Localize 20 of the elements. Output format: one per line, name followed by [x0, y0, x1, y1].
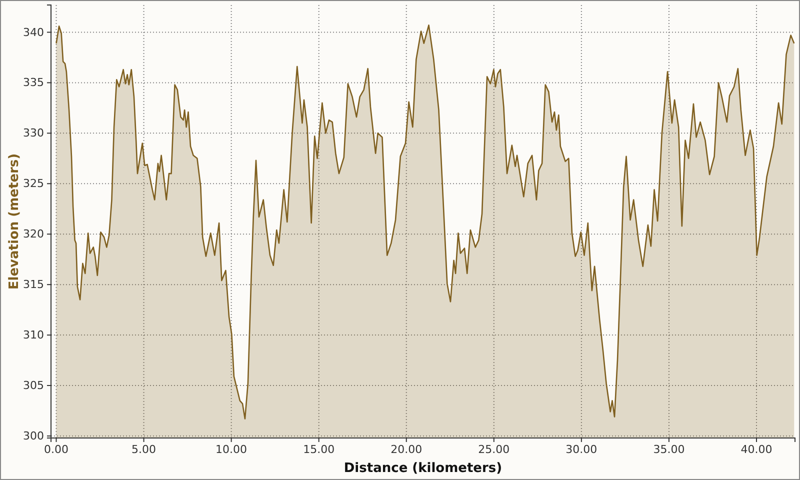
x-tick-label: 20.00	[390, 442, 422, 456]
x-tick-label: 10.00	[216, 442, 248, 456]
x-tick-label: 30.00	[566, 442, 598, 456]
y-tick-label: 330	[23, 126, 44, 140]
y-axis-title: Elevation (meters)	[7, 153, 22, 290]
y-tick-label: 300	[23, 430, 44, 442]
x-tick-label: 5.00	[132, 442, 156, 456]
y-tick-label: 310	[23, 328, 44, 342]
y-tick-label: 315	[23, 278, 44, 292]
y-tick-label: 335	[23, 76, 44, 90]
x-tick-label: 25.00	[478, 442, 510, 456]
y-tick-label: 325	[23, 177, 44, 190]
y-tick-label: 320	[23, 228, 44, 241]
x-tick-label: 15.00	[303, 442, 335, 456]
x-tick-label: 35.00	[653, 442, 685, 456]
y-tick-label: 340	[23, 26, 44, 39]
x-tick-label: 40.00	[740, 442, 772, 456]
y-tick-label: 305	[23, 379, 44, 392]
x-tick-label: 0.00	[44, 442, 68, 456]
x-axis-title: Distance (kilometers)	[344, 461, 502, 476]
